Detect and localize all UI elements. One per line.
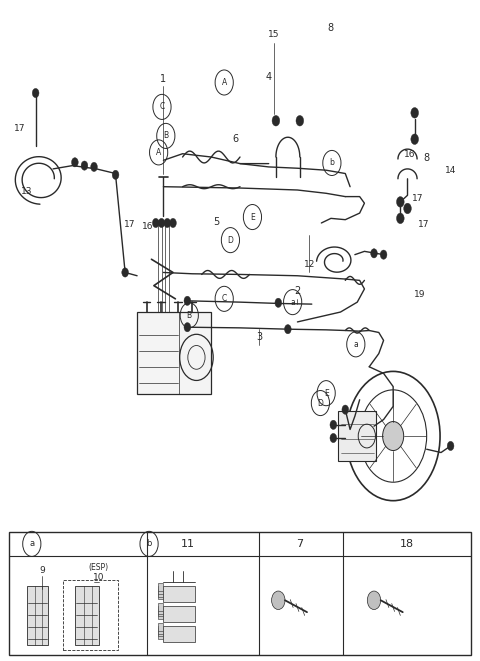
Text: C: C — [159, 102, 165, 112]
Text: 2: 2 — [294, 286, 300, 296]
Text: 14: 14 — [445, 166, 456, 175]
Text: B: B — [163, 132, 168, 140]
Text: D: D — [228, 235, 233, 245]
Text: D: D — [317, 399, 324, 408]
Circle shape — [396, 213, 404, 223]
Bar — [157, 589, 163, 597]
Circle shape — [184, 296, 191, 305]
Circle shape — [122, 268, 129, 277]
Bar — [157, 629, 163, 637]
Bar — [157, 623, 163, 631]
Text: 17: 17 — [418, 221, 429, 229]
Circle shape — [296, 116, 304, 126]
Circle shape — [404, 203, 411, 214]
Circle shape — [91, 163, 97, 172]
Text: 19: 19 — [414, 290, 425, 299]
Text: 8: 8 — [423, 153, 430, 163]
Bar — [157, 626, 163, 634]
Text: 9: 9 — [39, 566, 45, 575]
Text: B: B — [187, 311, 192, 320]
Circle shape — [272, 591, 285, 609]
Circle shape — [32, 89, 39, 98]
Bar — [157, 584, 163, 592]
Bar — [157, 586, 163, 594]
Text: 8: 8 — [328, 23, 334, 34]
Text: 1: 1 — [160, 73, 167, 83]
Bar — [163, 586, 194, 602]
Bar — [137, 312, 211, 395]
Circle shape — [411, 134, 419, 145]
Circle shape — [275, 298, 282, 307]
Bar — [9, 531, 471, 655]
Circle shape — [285, 325, 291, 334]
Text: C: C — [222, 294, 227, 303]
Text: a: a — [290, 297, 295, 307]
Circle shape — [81, 161, 88, 171]
Circle shape — [169, 218, 176, 227]
Circle shape — [380, 250, 387, 259]
Circle shape — [184, 323, 191, 332]
Text: 15: 15 — [268, 30, 279, 40]
Text: 5: 5 — [213, 217, 219, 227]
Text: 4: 4 — [265, 71, 272, 81]
Circle shape — [383, 422, 404, 451]
Text: E: E — [324, 389, 328, 398]
Circle shape — [367, 591, 381, 609]
Text: 16: 16 — [142, 223, 154, 231]
Bar — [75, 586, 99, 645]
Circle shape — [330, 420, 336, 430]
Circle shape — [164, 218, 170, 227]
Circle shape — [330, 434, 336, 443]
Text: 18: 18 — [399, 539, 414, 549]
Text: a: a — [29, 539, 35, 549]
Text: 17: 17 — [124, 221, 136, 229]
Text: 12: 12 — [304, 260, 315, 269]
Circle shape — [72, 158, 78, 167]
Bar — [157, 603, 163, 611]
Text: b: b — [329, 159, 335, 167]
Circle shape — [447, 442, 454, 451]
Text: 17: 17 — [412, 194, 424, 203]
Circle shape — [396, 196, 404, 207]
Circle shape — [272, 116, 280, 126]
Circle shape — [342, 405, 348, 414]
Text: 17: 17 — [14, 124, 25, 133]
Text: E: E — [250, 213, 255, 221]
Text: 10: 10 — [93, 572, 105, 582]
Bar — [157, 611, 163, 619]
Text: 6: 6 — [232, 134, 238, 144]
Bar — [157, 606, 163, 614]
Text: 13: 13 — [21, 188, 33, 196]
Circle shape — [158, 218, 165, 227]
Text: 16: 16 — [404, 150, 416, 159]
Bar — [63, 580, 118, 650]
Bar — [157, 591, 163, 599]
Text: b: b — [146, 539, 152, 549]
Bar — [27, 586, 48, 645]
Bar — [163, 626, 194, 642]
Text: A: A — [156, 148, 161, 157]
Text: 11: 11 — [180, 539, 194, 549]
Circle shape — [371, 249, 377, 258]
Bar — [163, 606, 194, 622]
Text: a: a — [353, 340, 358, 349]
Text: A: A — [222, 78, 227, 87]
Circle shape — [112, 171, 119, 179]
Text: 7: 7 — [296, 539, 303, 549]
Bar — [338, 411, 376, 461]
Circle shape — [153, 218, 159, 227]
Bar — [157, 631, 163, 639]
Text: 3: 3 — [256, 332, 262, 342]
Bar — [157, 609, 163, 617]
Circle shape — [411, 108, 419, 118]
Text: (ESP): (ESP) — [89, 563, 109, 572]
